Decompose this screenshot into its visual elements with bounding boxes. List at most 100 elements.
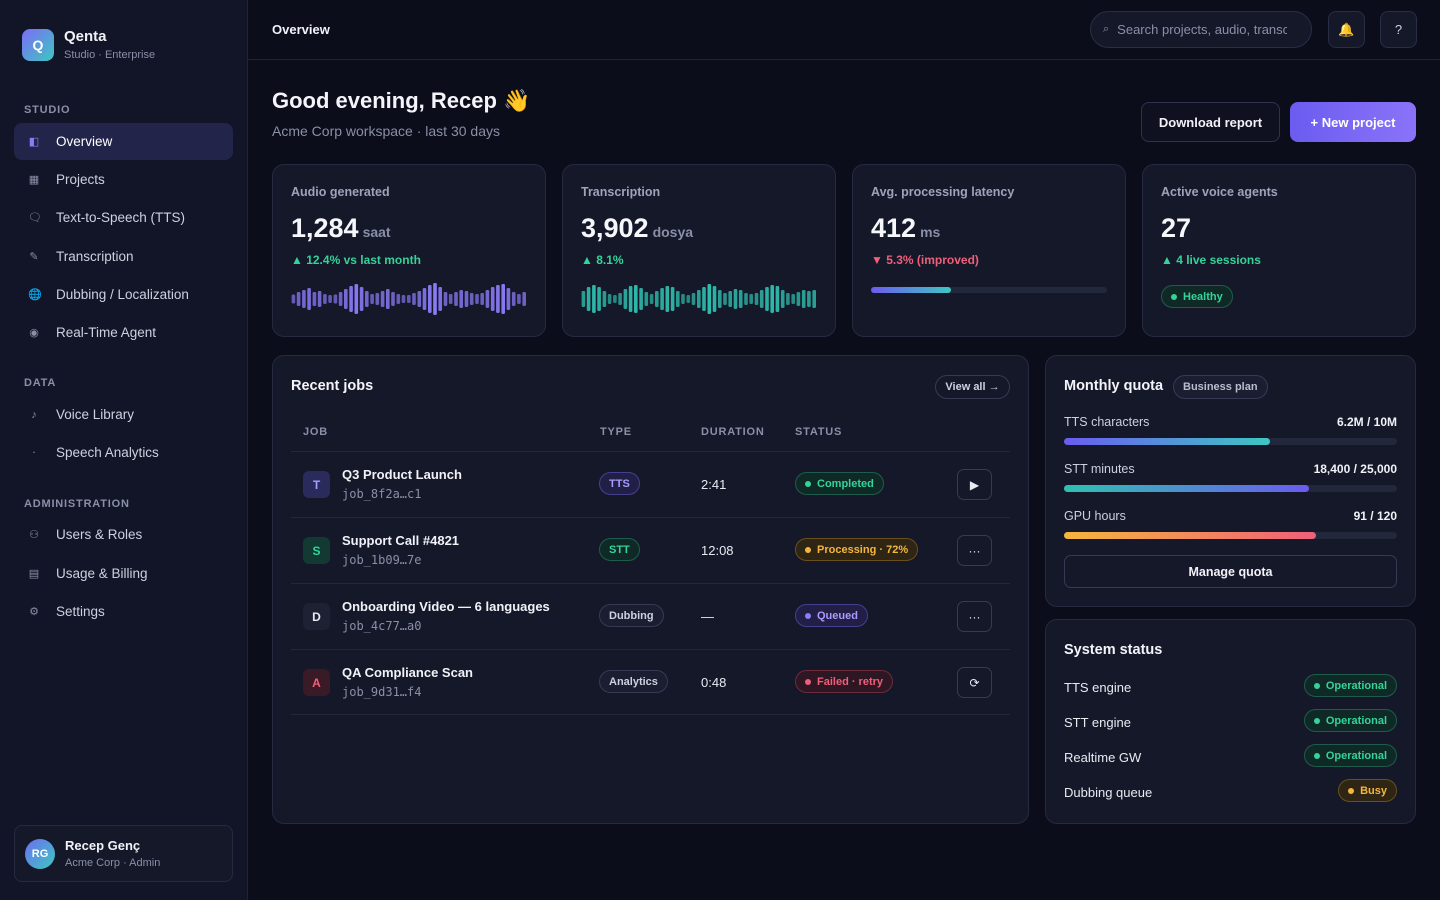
status-badge: Queued: [795, 604, 868, 627]
job-id: job_4c77…a0: [342, 619, 422, 633]
sidebar-item-users-roles[interactable]: ⚇ Users & Roles: [14, 516, 233, 553]
table-row[interactable]: D Onboarding Video — 6 languages job_4c77……: [291, 583, 1010, 649]
waveform-bar: [469, 293, 474, 305]
search-input[interactable]: [1117, 22, 1288, 37]
play-icon: ▶: [969, 477, 980, 492]
sidebar-item-projects[interactable]: ▦ Projects: [14, 161, 233, 198]
stat-card: Audio generated 1,284 saat ▲ 12.4% vs last …: [272, 164, 546, 337]
sidebar-item-label: Users & Roles: [56, 527, 143, 542]
sidebar-item-dubbing-localization[interactable]: 🌐 Dubbing / Localization: [14, 276, 233, 313]
waveform-bar: [796, 292, 801, 306]
job-type-cell: STT: [599, 538, 640, 561]
system-component-label: Realtime GW: [1064, 750, 1142, 765]
sidebar-item-label: Dubbing / Localization: [56, 287, 189, 302]
notifications-button[interactable]: 🔔: [1328, 11, 1365, 48]
waveform-bar: [501, 284, 505, 314]
table-row[interactable]: A QA Compliance Scan job_9d31…f4 Analytics 0…: [291, 649, 1010, 715]
waveform-bar: [354, 284, 359, 314]
help-button[interactable]: ?: [1380, 11, 1417, 48]
brand[interactable]: Q Qenta Studio · Enterprise: [22, 28, 155, 61]
sidebar-item-overview[interactable]: ◧ Overview: [14, 123, 233, 160]
sidebar-item-voice-library[interactable]: ♪ Voice Library: [14, 396, 233, 433]
waveform-bar: [801, 290, 806, 308]
sidebar-item-settings[interactable]: ⚙ Settings: [14, 593, 233, 630]
system-status-panel: System status TTS engine Operational STT e…: [1045, 619, 1416, 824]
sidebar-item-label: Voice Library: [56, 407, 135, 422]
user-card[interactable]: RG Recep Genç Acme Corp · Admin: [14, 825, 233, 882]
waveform-bar: [597, 287, 601, 311]
view-all-button[interactable]: View all →: [935, 375, 1010, 399]
waveform-bar: [613, 295, 617, 303]
waveform-bar: [317, 291, 322, 307]
stat-number: 3,902: [581, 213, 649, 243]
waveform-bar: [490, 287, 495, 311]
status-badge-label: Busy: [1360, 784, 1387, 797]
download-report-button[interactable]: Download report: [1141, 102, 1280, 142]
waveform-bar: [665, 286, 670, 312]
sidebar-item-speech-analytics[interactable]: ‧ Speech Analytics: [14, 434, 233, 471]
quota-progress-track: [1064, 438, 1397, 445]
status-dot: [1313, 752, 1320, 759]
waveform-bar: [391, 292, 395, 306]
row-action-button[interactable]: ···: [957, 601, 992, 632]
quota-value: 6.2M / 10M: [1336, 415, 1397, 429]
table-row[interactable]: S Support Call #4821 job_1b09…7e STT 12:08 Pr…: [291, 517, 1010, 583]
waveform-bar: [359, 287, 364, 311]
job-name[interactable]: Q3 Product Launch: [342, 467, 462, 482]
more-icon: ···: [968, 609, 981, 624]
job-name[interactable]: QA Compliance Scan: [342, 665, 473, 680]
waveform-bar: [464, 291, 469, 307]
quota-value: 18,400 / 25,000: [1313, 462, 1397, 476]
job-type-cell: Dubbing: [599, 604, 664, 627]
waveform-bar: [791, 294, 795, 304]
row-action-button[interactable]: ···: [957, 535, 992, 566]
stat-value: 3,902 dosya: [581, 213, 693, 244]
waveform-bar: [307, 288, 311, 310]
row-action-button[interactable]: ⟳: [957, 667, 992, 698]
waveform-bar: [459, 290, 463, 308]
waveform-bar: [807, 291, 811, 307]
waveform-bar: [775, 286, 780, 312]
status-badge: Operational: [1303, 674, 1397, 697]
waveform-bar: [428, 285, 432, 313]
row-action-button[interactable]: ▶: [957, 469, 992, 500]
latency-progress-fill: [871, 287, 952, 293]
system-status-cell: Operational: [1303, 744, 1397, 767]
job-name[interactable]: Support Call #4821: [342, 533, 460, 548]
sidebar-item-real-time-agent[interactable]: ◉ Real-Time Agent: [14, 314, 233, 351]
quota-item: TTS characters 6.2M / 10M: [1064, 415, 1397, 445]
sidebar-item-text-to-speech-tts[interactable]: 🗨 Text-to-Speech (TTS): [14, 199, 233, 236]
stat-label: Avg. processing latency: [871, 185, 1015, 199]
waveform-bar: [291, 294, 296, 304]
job-id: job_8f2a…c1: [342, 487, 422, 501]
waveform-chart: [291, 283, 526, 315]
sidebar-item-usage-billing[interactable]: ▤ Usage & Billing: [14, 555, 233, 592]
search-box[interactable]: ⌕: [1090, 11, 1312, 48]
new-project-button[interactable]: + New project: [1290, 102, 1416, 142]
system-status-cell: Operational: [1303, 709, 1397, 732]
waveform-bar: [697, 290, 701, 308]
sidebar-item-label: Settings: [56, 604, 105, 619]
stat-unit: dosya: [652, 224, 694, 240]
table-row[interactable]: T Q3 Product Launch job_8f2a…c1 TTS 2:41 Comp…: [291, 451, 1010, 517]
waveform-bar: [744, 293, 748, 305]
stat-label: Active voice agents: [1161, 185, 1278, 199]
waveform-bar: [365, 291, 369, 307]
waveform-bar: [401, 295, 406, 303]
retry-icon: ⟳: [969, 675, 980, 690]
waveform-bar: [344, 289, 348, 309]
manage-quota-button[interactable]: Manage quota: [1064, 555, 1397, 588]
waveform-bar: [443, 292, 448, 306]
recent-jobs-title: Recent jobs: [291, 378, 374, 394]
job-status-cell: Processing · 72%: [795, 538, 919, 561]
job-status-cell: Completed: [795, 472, 884, 495]
monthly-quota-panel: Monthly quota Business plan TTS characte…: [1045, 355, 1416, 607]
projects-icon: ▦: [28, 174, 40, 186]
sidebar-item-transcription[interactable]: ✎ Transcription: [14, 238, 233, 275]
waveform-bar: [581, 291, 586, 307]
monthly-quota-title: Monthly quota: [1064, 378, 1164, 394]
waveform-bar: [417, 291, 422, 307]
column-header-duration: DURATION: [701, 426, 765, 438]
system-status-row: Realtime GW Operational: [1064, 744, 1397, 770]
job-name[interactable]: Onboarding Video — 6 languages: [342, 599, 550, 614]
